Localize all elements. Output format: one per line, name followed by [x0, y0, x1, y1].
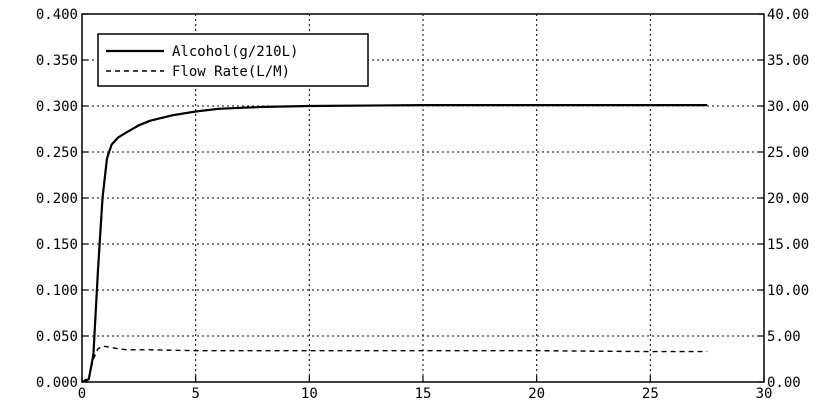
- y-tick-label: 0.350: [36, 53, 78, 69]
- x-tick-label: 0: [78, 386, 86, 402]
- legend-box: [97, 33, 369, 87]
- y-tick-label: 0.000: [36, 375, 78, 391]
- y-tick-label: 0.200: [36, 191, 78, 207]
- y2-tick-label: 15.00: [767, 237, 809, 253]
- legend-label-flow-rate: Flow Rate(L/M): [172, 64, 290, 80]
- x-tick-label: 5: [191, 386, 199, 402]
- ticks: [81, 13, 765, 383]
- legend-label-alcohol: Alcohol(g/210L): [172, 44, 298, 60]
- y-tick-label: 0.400: [36, 7, 78, 23]
- tick-labels: 0 5 10 15 20 25 30 0.000 0.050 0.100 0.150 0.200 0.2…: [36, 7, 809, 402]
- y-tick-label: 0.300: [36, 99, 78, 115]
- y2-tick-label: 35.00: [767, 53, 809, 69]
- y-tick-label: 0.250: [36, 145, 78, 161]
- series-layer: [81, 103, 708, 384]
- y2-tick-label: 20.00: [767, 191, 809, 207]
- legend: Alcohol(g/210L) Flow Rate(L/M): [97, 33, 369, 87]
- y-tick-label: 0.150: [36, 237, 78, 253]
- series-line-alcohol: [81, 103, 708, 384]
- y-tick-label: 0.100: [36, 283, 78, 299]
- y-tick-label: 0.050: [36, 329, 78, 345]
- y2-tick-label: 30.00: [767, 99, 809, 115]
- y2-tick-label: 40.00: [767, 7, 809, 23]
- y2-tick-label: 25.00: [767, 145, 809, 161]
- y2-tick-label: 10.00: [767, 283, 809, 299]
- x-tick-label: 10: [301, 386, 318, 402]
- y2-tick-label: 0.00: [767, 375, 801, 391]
- x-tick-label: 30: [756, 386, 773, 402]
- y2-tick-label: 5.00: [767, 329, 801, 345]
- x-tick-label: 20: [528, 386, 545, 402]
- x-tick-label: 15: [415, 386, 432, 402]
- x-tick-label: 25: [642, 386, 659, 402]
